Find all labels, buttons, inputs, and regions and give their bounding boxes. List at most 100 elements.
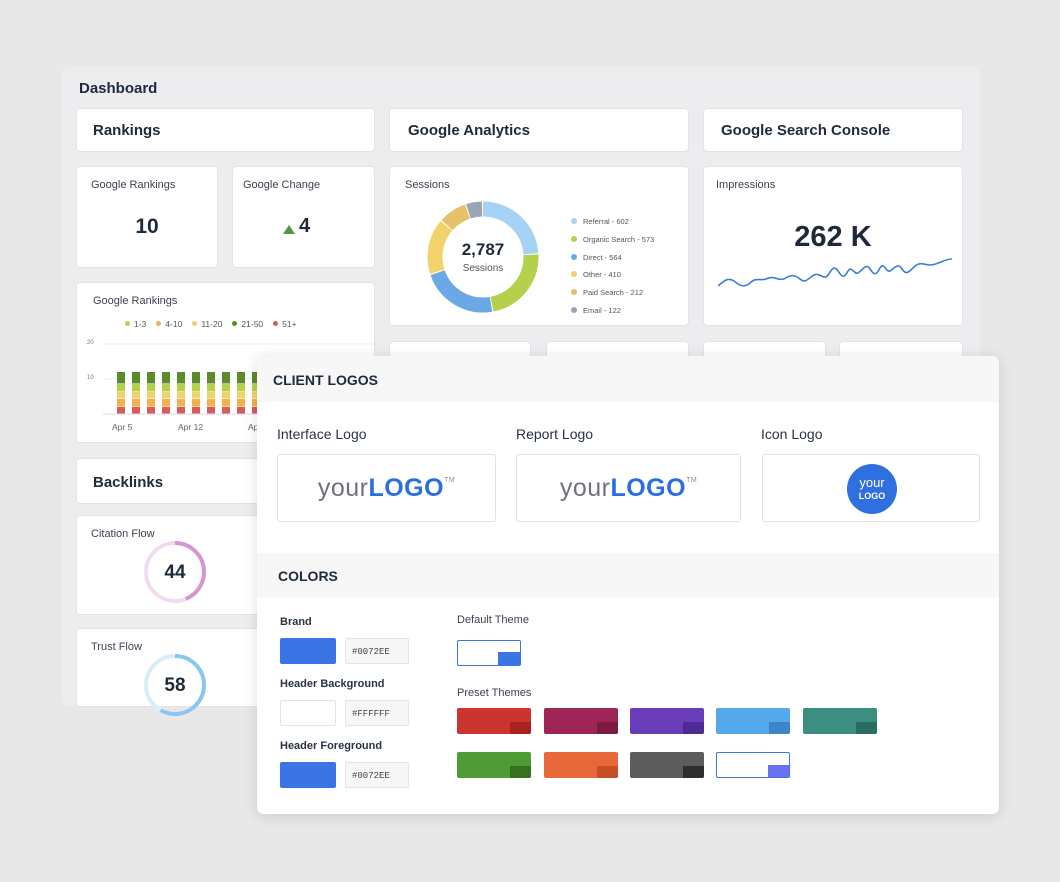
rank-bar-segment bbox=[192, 372, 200, 384]
rank-bar-segment bbox=[117, 392, 125, 399]
rank-bar-segment bbox=[162, 407, 170, 414]
rank-bar-segment bbox=[147, 392, 155, 399]
x-tick: Apr 12 bbox=[178, 422, 204, 432]
rank-bar-segment bbox=[177, 399, 185, 407]
preset-theme-red[interactable] bbox=[457, 708, 531, 734]
rank-bar-segment bbox=[207, 407, 215, 414]
client-logos-title: CLIENT LOGOS bbox=[273, 372, 378, 388]
rank-bar-segment bbox=[222, 399, 230, 407]
rank-bar-segment bbox=[207, 392, 215, 399]
report-logo-image: yourLOGOTM bbox=[559, 474, 698, 502]
theme-accent bbox=[510, 766, 531, 778]
legend-item: Email - 122 bbox=[571, 302, 654, 320]
colors-header: COLORS bbox=[257, 553, 999, 597]
header-foreground-hex-input[interactable]: #0072EE bbox=[345, 762, 409, 788]
preset-theme-gray[interactable] bbox=[630, 752, 704, 778]
legend-item: 51+ bbox=[273, 319, 297, 329]
sessions-label: Sessions bbox=[405, 179, 450, 191]
google-rankings-tile[interactable]: Google Rankings 10 bbox=[77, 167, 217, 267]
sessions-donut-chart bbox=[427, 201, 539, 313]
rank-bar-segment bbox=[147, 407, 155, 414]
rank-bar-segment bbox=[207, 384, 215, 392]
rank-bar-segment bbox=[207, 399, 215, 407]
google-change-tile[interactable]: Google Change 4 bbox=[233, 167, 374, 267]
donut-slice-1 bbox=[490, 254, 539, 312]
legend-item: Organic Search - 573 bbox=[571, 231, 654, 249]
brand-label: Brand bbox=[280, 616, 312, 628]
preset-theme-teal[interactable] bbox=[803, 708, 877, 734]
trust-flow-label: Trust Flow bbox=[91, 641, 142, 653]
interface-logo-label: Interface Logo bbox=[277, 426, 367, 442]
rank-bar-segment bbox=[147, 372, 155, 384]
legend-item: 21-50 bbox=[232, 319, 263, 329]
header-background-swatch[interactable] bbox=[280, 700, 336, 726]
legend-item: 11-20 bbox=[192, 319, 222, 329]
rank-bar-segment bbox=[177, 384, 185, 392]
analytics-title: Google Analytics bbox=[408, 122, 530, 139]
report-logo-upload[interactable]: yourLOGOTM bbox=[516, 454, 741, 522]
preset-theme-sky[interactable] bbox=[716, 708, 790, 734]
rank-bar-segment bbox=[132, 372, 140, 384]
rank-bar-segment bbox=[162, 392, 170, 399]
impressions-label: Impressions bbox=[716, 179, 776, 191]
rank-bar-segment bbox=[192, 399, 200, 407]
rank-bar-segment bbox=[222, 372, 230, 384]
analytics-header: Google Analytics bbox=[390, 109, 688, 151]
header-foreground-swatch[interactable] bbox=[280, 762, 336, 788]
legend-item: Direct - 564 bbox=[571, 249, 654, 267]
sessions-card: Sessions 2,787 Sessions Referral - 602 O… bbox=[390, 167, 688, 325]
rank-bar-segment bbox=[162, 384, 170, 392]
rank-bar-segment bbox=[117, 407, 125, 414]
icon-logo-label: Icon Logo bbox=[761, 426, 823, 442]
theme-accent bbox=[768, 765, 789, 777]
citation-flow-label: Citation Flow bbox=[91, 528, 155, 540]
interface-logo-upload[interactable]: yourLOGOTM bbox=[277, 454, 496, 522]
icon-logo-upload[interactable]: your LOGO bbox=[762, 454, 980, 522]
report-logo-label: Report Logo bbox=[516, 426, 594, 442]
icon-logo-image: your LOGO bbox=[847, 464, 897, 514]
trust-flow-value: 58 bbox=[164, 675, 186, 696]
dashboard-title: Dashboard bbox=[79, 80, 158, 97]
sessions-legend: Referral - 602 Organic Search - 573 Dire… bbox=[571, 213, 654, 320]
rank-bar-segment bbox=[237, 392, 245, 399]
preset-themes-label: Preset Themes bbox=[457, 687, 532, 699]
preset-theme-orange[interactable] bbox=[544, 752, 618, 778]
legend-item: Paid Search - 212 bbox=[571, 284, 654, 302]
rank-bar-segment bbox=[252, 407, 260, 414]
donut-slice-3 bbox=[427, 221, 453, 275]
brand-hex-input[interactable]: #0072EE bbox=[345, 638, 409, 664]
backlinks-title: Backlinks bbox=[93, 474, 164, 491]
backlinks-header: Backlinks bbox=[77, 459, 277, 503]
rank-bar-segment bbox=[237, 407, 245, 414]
rank-bar-segment bbox=[117, 372, 125, 384]
default-theme-swatch[interactable] bbox=[457, 640, 521, 666]
rank-bar-segment bbox=[162, 372, 170, 384]
header-background-hex-input[interactable]: #FFFFFF bbox=[345, 700, 409, 726]
brand-color-swatch[interactable] bbox=[280, 638, 336, 664]
google-rankings-label: Google Rankings bbox=[91, 179, 176, 191]
legend-item: 4-10 bbox=[156, 319, 182, 329]
gsc-title: Google Search Console bbox=[721, 122, 891, 139]
preset-theme-purple[interactable] bbox=[630, 708, 704, 734]
rank-bar-segment bbox=[132, 392, 140, 399]
preset-theme-green[interactable] bbox=[457, 752, 531, 778]
legend-item: Other - 410 bbox=[571, 266, 654, 284]
rank-bar-segment bbox=[207, 372, 215, 384]
rankings-chart-label: Google Rankings bbox=[93, 295, 178, 307]
interface-logo-image: yourLOGOTM bbox=[317, 474, 456, 502]
rank-bar-segment bbox=[252, 392, 260, 399]
preset-theme-maroon[interactable] bbox=[544, 708, 618, 734]
rank-bar-segment bbox=[147, 384, 155, 392]
rank-bar-segment bbox=[192, 392, 200, 399]
colors-title: COLORS bbox=[278, 568, 338, 584]
rank-bar-segment bbox=[192, 407, 200, 414]
y-tick: 20 bbox=[87, 340, 94, 346]
preset-theme-white[interactable] bbox=[716, 752, 790, 778]
trust-flow-card: Trust Flow 58 bbox=[77, 629, 277, 716]
rank-bar-segment bbox=[192, 384, 200, 392]
citation-flow-card: Citation Flow 44 bbox=[77, 516, 277, 614]
google-change-value: 4 bbox=[299, 215, 311, 237]
rank-bar-segment bbox=[162, 399, 170, 407]
rank-bar-segment bbox=[132, 407, 140, 414]
theme-accent bbox=[856, 722, 877, 734]
